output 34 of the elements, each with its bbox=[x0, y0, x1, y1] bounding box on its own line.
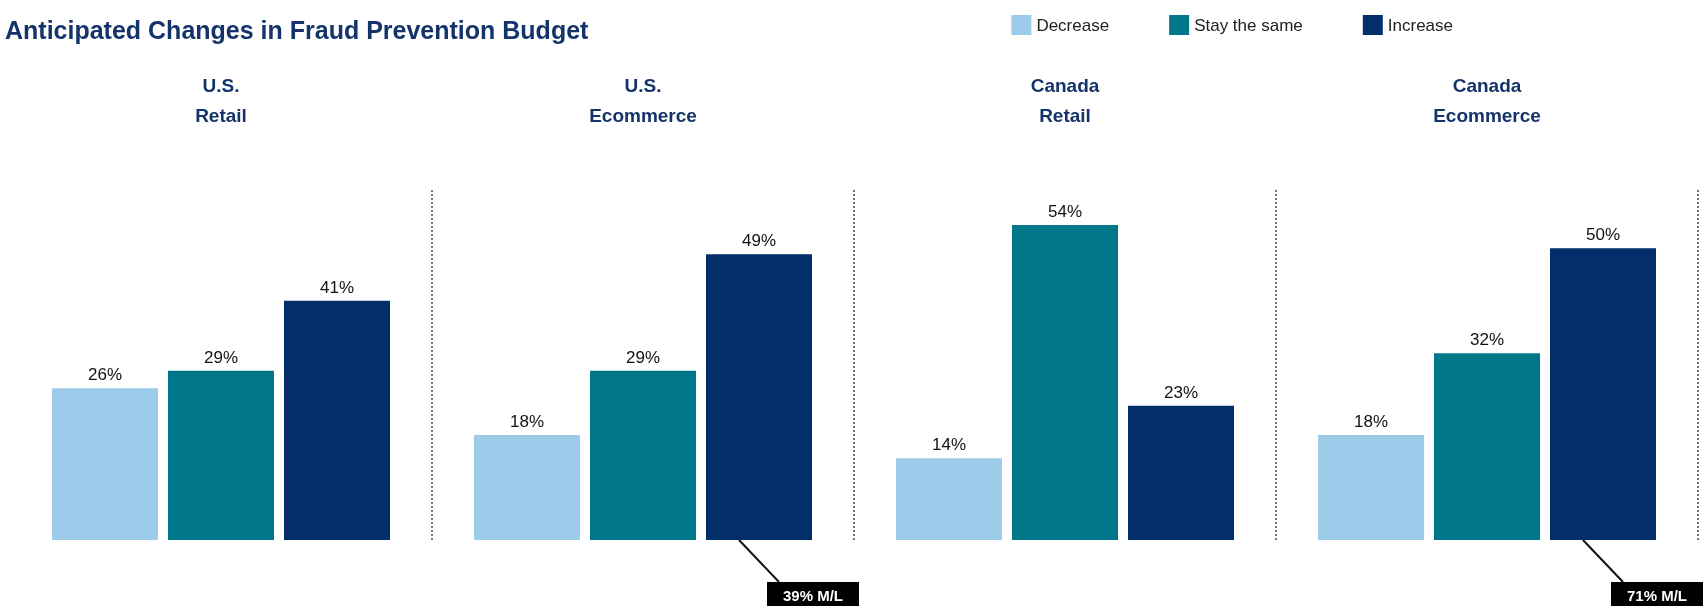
data-label: 32% bbox=[1469, 330, 1505, 350]
bar bbox=[474, 435, 580, 540]
bar bbox=[1318, 435, 1424, 540]
data-label: 18% bbox=[509, 412, 545, 431]
data-label: 49% bbox=[741, 231, 777, 251]
bar bbox=[1434, 353, 1540, 540]
bar bbox=[168, 370, 274, 540]
bar bbox=[1128, 405, 1234, 540]
data-label: 29% bbox=[625, 347, 661, 367]
data-label: 14% bbox=[931, 435, 967, 455]
bar bbox=[1012, 225, 1118, 540]
data-label: 50% bbox=[1585, 225, 1621, 245]
legend-label: Stay the same bbox=[1194, 15, 1303, 35]
data-label: 23% bbox=[1163, 382, 1199, 402]
bar bbox=[284, 300, 390, 540]
data-label: 18% bbox=[1353, 412, 1389, 431]
x-tick-label: U.S. Ecommerce bbox=[589, 74, 697, 126]
legend-label: Decrease bbox=[1036, 15, 1110, 35]
data-label: 26% bbox=[87, 365, 123, 385]
x-tick-label: U.S. Retail bbox=[195, 74, 247, 126]
legend-label: Increase bbox=[1387, 15, 1453, 35]
bar bbox=[896, 458, 1002, 540]
bar bbox=[52, 388, 158, 540]
text: 71% M/L bbox=[1626, 586, 1688, 604]
data-label: 29% bbox=[203, 347, 239, 367]
data-label: 54% bbox=[1047, 202, 1083, 221]
bar bbox=[706, 254, 812, 540]
data-label: 41% bbox=[319, 277, 355, 297]
chart-title: Anticipated Changes in Fraud Prevention Budget bbox=[5, 15, 590, 44]
bar bbox=[1550, 248, 1656, 540]
text: 39% M/L bbox=[782, 586, 844, 604]
bar bbox=[590, 370, 696, 540]
x-tick-label: Canada Retail bbox=[1030, 74, 1100, 126]
x-tick-label: Canada Ecommerce bbox=[1433, 74, 1541, 126]
